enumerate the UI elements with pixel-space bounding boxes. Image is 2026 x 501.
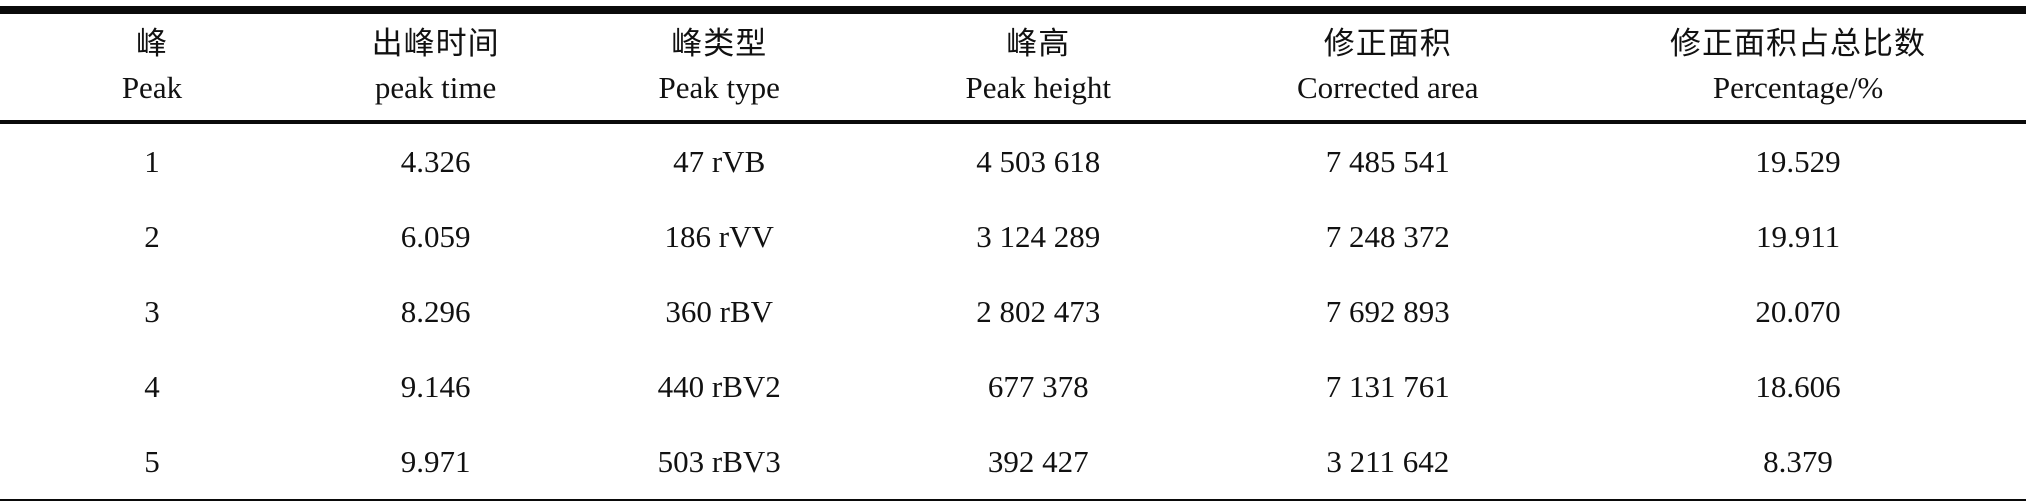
- cell-peak-time: 4.326: [400, 143, 471, 179]
- column-header-percentage-en: Percentage/%: [1712, 70, 1884, 106]
- cell-peak-height: 677 378: [987, 368, 1089, 404]
- cell-percentage: 20.070: [1755, 293, 1841, 329]
- column-header-peak-type-en: Peak type: [658, 70, 780, 106]
- cell-peak: 1: [144, 143, 160, 179]
- cell-percentage: 19.911: [1756, 218, 1841, 254]
- cell-percentage: 19.529: [1755, 143, 1841, 179]
- column-header-peak-height: 峰高 Peak height: [871, 10, 1206, 125]
- table-row: 5 9.971 503 rBV3 392 427 3 211 642 8.379: [0, 424, 2026, 501]
- cell-peak-time: 9.971: [400, 443, 471, 479]
- cell-peak: 4: [144, 368, 160, 404]
- column-header-peak-type: 峰类型 Peak type: [567, 10, 872, 125]
- cell-peak-time: 6.059: [400, 218, 471, 254]
- cell-corrected-area: 7 692 893: [1325, 293, 1450, 329]
- peak-data-table: 峰 Peak 出峰时间 peak time 峰类型 Peak type 峰高 P…: [0, 6, 2026, 501]
- cell-corrected-area: 3 211 642: [1326, 443, 1450, 479]
- column-header-percentage: 修正面积占总比数 Percentage/%: [1570, 10, 2026, 125]
- cell-peak: 3: [144, 293, 160, 329]
- cell-peak-height: 2 802 473: [976, 293, 1101, 329]
- cell-percentage: 18.606: [1755, 368, 1841, 404]
- column-header-peak-height-zh: 峰高: [1006, 26, 1071, 61]
- column-header-peak: 峰 Peak: [0, 10, 304, 125]
- table-row: 4 9.146 440 rBV2 677 378 7 131 761 18.60…: [0, 349, 2026, 424]
- cell-percentage: 8.379: [1763, 443, 1833, 479]
- cell-peak-type: 503 rBV3: [657, 443, 781, 479]
- table-row: 1 4.326 47 rVB 4 503 618 7 485 541 19.52…: [0, 122, 2026, 199]
- column-header-peak-time-zh: 出峰时间: [371, 26, 500, 61]
- cell-corrected-area: 7 485 541: [1325, 143, 1450, 179]
- column-header-peak-type-zh: 峰类型: [671, 26, 768, 61]
- cell-peak-height: 4 503 618: [976, 143, 1101, 179]
- cell-peak-type: 47 rVB: [673, 143, 766, 179]
- column-header-peak-time-en: peak time: [374, 70, 497, 106]
- cell-corrected-area: 7 248 372: [1325, 218, 1450, 254]
- header-row: 峰 Peak 出峰时间 peak time 峰类型 Peak type 峰高 P…: [0, 10, 2026, 125]
- column-header-peak-time: 出峰时间 peak time: [303, 10, 568, 125]
- table-row: 3 8.296 360 rBV 2 802 473 7 692 893 20.0…: [0, 274, 2026, 349]
- cell-peak-height: 3 124 289: [976, 218, 1101, 254]
- cell-peak-time: 9.146: [400, 368, 471, 404]
- cell-corrected-area: 7 131 761: [1325, 368, 1450, 404]
- column-header-corrected-area-zh: 修正面积: [1323, 26, 1452, 61]
- column-header-corrected-area-en: Corrected area: [1296, 70, 1479, 106]
- cell-peak: 2: [144, 218, 160, 254]
- column-header-peak-en: Peak: [121, 70, 183, 106]
- cell-peak-type: 440 rBV2: [657, 368, 781, 404]
- cell-peak: 5: [144, 443, 160, 479]
- table-header: 峰 Peak 出峰时间 peak time 峰类型 Peak type 峰高 P…: [0, 10, 2026, 125]
- cell-peak-type: 360 rBV: [665, 293, 774, 329]
- column-header-percentage-zh: 修正面积占总比数: [1670, 26, 1927, 61]
- column-header-corrected-area: 修正面积 Corrected area: [1205, 10, 1571, 125]
- column-header-peak-zh: 峰: [135, 26, 168, 61]
- table-body: 1 4.326 47 rVB 4 503 618 7 485 541 19.52…: [0, 122, 2026, 501]
- cell-peak-height: 392 427: [987, 443, 1089, 479]
- cell-peak-time: 8.296: [400, 293, 471, 329]
- cell-peak-type: 186 rVV: [664, 218, 774, 254]
- table-row: 2 6.059 186 rVV 3 124 289 7 248 372 19.9…: [0, 199, 2026, 274]
- column-header-peak-height-en: Peak height: [965, 70, 1112, 106]
